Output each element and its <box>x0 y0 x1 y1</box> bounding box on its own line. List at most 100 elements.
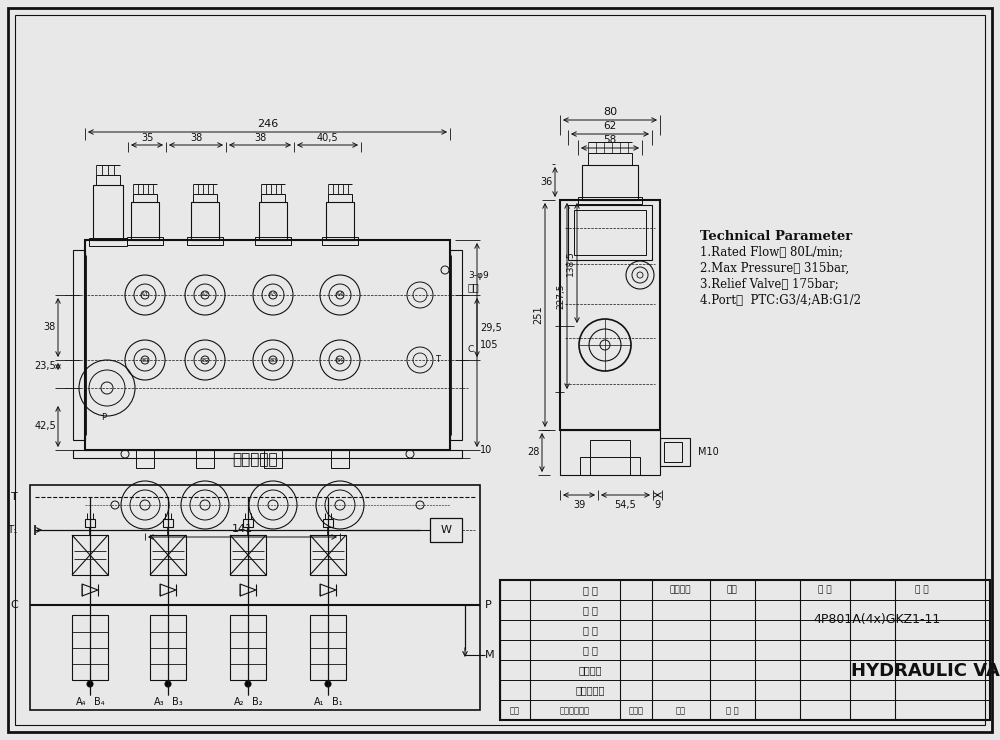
Bar <box>136 450 154 468</box>
Bar <box>259 202 287 240</box>
Text: 校 对: 校 对 <box>583 645 597 655</box>
Bar <box>578 197 642 204</box>
Bar <box>196 450 214 468</box>
Bar <box>331 450 349 468</box>
Bar <box>93 185 123 240</box>
Text: 工艺检查: 工艺检查 <box>578 665 602 675</box>
Text: 227,5: 227,5 <box>556 283 565 309</box>
Text: A₁: A₁ <box>314 697 324 707</box>
Circle shape <box>165 681 171 687</box>
Text: 36: 36 <box>541 177 553 187</box>
Bar <box>261 194 285 202</box>
Bar <box>560 200 660 430</box>
Bar <box>150 535 186 575</box>
Bar <box>255 237 291 245</box>
Bar <box>500 580 990 720</box>
Text: 38: 38 <box>190 133 202 143</box>
Bar <box>568 205 652 260</box>
Bar <box>193 194 217 202</box>
Text: B₄: B₄ <box>94 697 104 707</box>
Bar <box>264 450 282 468</box>
Text: A₄: A₄ <box>76 697 86 707</box>
Text: 54,5: 54,5 <box>615 500 636 510</box>
Text: 80: 80 <box>603 107 617 117</box>
Text: 2.Max Pressure： 315bar,: 2.Max Pressure： 315bar, <box>700 262 849 275</box>
Text: T: T <box>11 492 18 502</box>
Text: 62: 62 <box>603 121 617 131</box>
Text: 更改人: 更改人 <box>629 707 644 716</box>
Text: 10: 10 <box>480 445 492 455</box>
Text: B1: B1 <box>141 357 149 363</box>
Text: A1: A1 <box>141 292 149 297</box>
Text: C: C <box>468 346 474 354</box>
Text: 审 核: 审 核 <box>726 707 738 716</box>
Text: 105: 105 <box>480 340 498 350</box>
Bar <box>664 442 682 462</box>
Text: 29,5: 29,5 <box>480 323 502 332</box>
Circle shape <box>87 681 93 687</box>
Text: 标准化检查: 标准化检查 <box>575 685 605 695</box>
Text: HYDRAULIC VALVE: HYDRAULIC VALVE <box>851 662 1000 680</box>
Text: 描 图: 描 图 <box>583 625 597 635</box>
Bar <box>243 519 253 527</box>
Text: 246: 246 <box>257 119 278 129</box>
Text: 39: 39 <box>573 500 585 510</box>
Text: 重量: 重量 <box>727 585 737 594</box>
Text: A4: A4 <box>336 292 344 297</box>
Text: 141: 141 <box>232 524 253 534</box>
Text: B₃: B₃ <box>172 697 182 707</box>
Text: 9: 9 <box>654 500 661 510</box>
Bar <box>127 237 163 245</box>
Bar <box>450 250 462 440</box>
Bar <box>73 250 85 440</box>
Bar <box>30 485 480 710</box>
Text: 1.Rated Flow： 80L/min;: 1.Rated Flow： 80L/min; <box>700 246 843 259</box>
Bar <box>230 615 266 680</box>
Bar <box>163 519 173 527</box>
Text: A₂: A₂ <box>234 697 244 707</box>
Bar <box>310 615 346 680</box>
Text: 58: 58 <box>603 135 617 145</box>
Text: 28: 28 <box>528 447 540 457</box>
Text: 标记: 标记 <box>510 707 520 716</box>
Text: 4P801A(4x)GKZ1-11: 4P801A(4x)GKZ1-11 <box>813 613 941 626</box>
Circle shape <box>245 681 251 687</box>
Text: 23,5: 23,5 <box>34 362 56 371</box>
Bar <box>230 535 266 575</box>
Bar <box>326 202 354 240</box>
Text: Technical Parameter: Technical Parameter <box>700 230 852 243</box>
Text: 3-φ9: 3-φ9 <box>468 271 489 280</box>
Text: A₃: A₃ <box>154 697 164 707</box>
Bar <box>72 615 108 680</box>
Text: 日期: 日期 <box>676 707 686 716</box>
Bar <box>96 175 120 185</box>
Bar <box>187 237 223 245</box>
Text: 审 批: 审 批 <box>915 585 929 594</box>
Text: 制 图: 制 图 <box>583 605 597 615</box>
Bar <box>85 519 95 527</box>
Text: 公 复: 公 复 <box>818 585 832 594</box>
Text: C: C <box>10 600 18 610</box>
Text: 40,5: 40,5 <box>317 133 338 143</box>
Bar <box>560 430 660 475</box>
Text: W: W <box>440 525 452 535</box>
Text: 图样标记: 图样标记 <box>669 585 691 594</box>
Bar <box>322 237 358 245</box>
Text: B4: B4 <box>336 357 344 363</box>
Text: B₁: B₁ <box>332 697 342 707</box>
Bar <box>430 518 462 542</box>
Bar <box>150 615 186 680</box>
Circle shape <box>325 681 331 687</box>
Text: 设 计: 设 计 <box>583 585 597 595</box>
Text: 138,5: 138,5 <box>566 250 575 276</box>
Bar <box>89 238 127 246</box>
Bar <box>323 519 333 527</box>
Bar <box>133 194 157 202</box>
Text: 35: 35 <box>141 133 153 143</box>
Text: 更改内容说明: 更改内容说明 <box>560 707 590 716</box>
Bar <box>574 210 646 255</box>
Bar <box>73 450 462 458</box>
Text: T₁: T₁ <box>8 525 18 535</box>
Text: 通孔: 通孔 <box>468 282 480 292</box>
Text: 液压原理图: 液压原理图 <box>232 452 278 468</box>
